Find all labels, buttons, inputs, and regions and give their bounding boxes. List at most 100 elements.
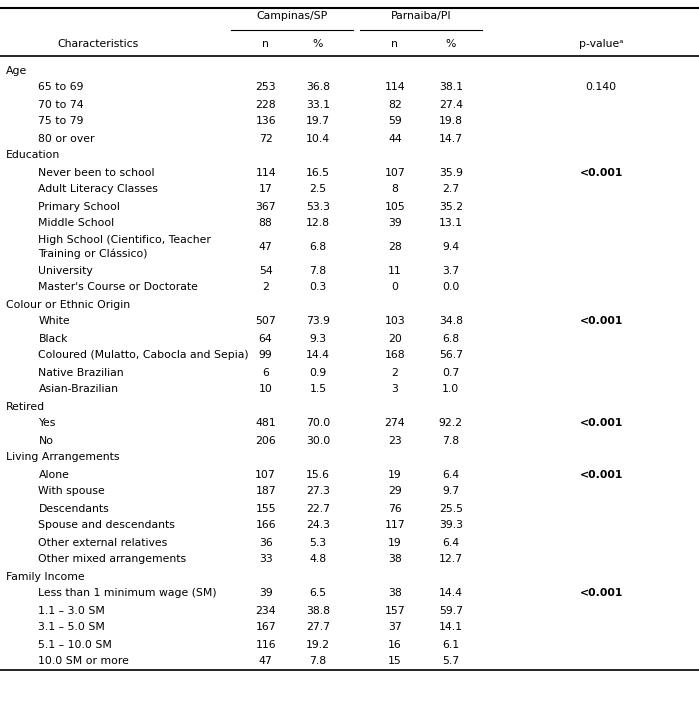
Text: 39: 39 [388, 218, 402, 228]
Text: 8: 8 [391, 184, 398, 195]
Text: 15: 15 [388, 656, 402, 666]
Text: 228: 228 [255, 100, 276, 109]
Text: 19.7: 19.7 [306, 117, 330, 127]
Text: 14.4: 14.4 [306, 351, 330, 360]
Text: <0.001: <0.001 [579, 589, 623, 599]
Text: 0.7: 0.7 [442, 368, 459, 378]
Text: 6.1: 6.1 [442, 639, 459, 650]
Text: 38.8: 38.8 [306, 606, 330, 616]
Text: 107: 107 [255, 469, 276, 479]
Text: 38: 38 [388, 555, 402, 565]
Text: 5.7: 5.7 [442, 656, 459, 666]
Text: 9.7: 9.7 [442, 486, 459, 496]
Text: 155: 155 [255, 503, 276, 513]
Text: 9.3: 9.3 [310, 333, 326, 343]
Text: 274: 274 [384, 419, 405, 429]
Text: 507: 507 [255, 316, 276, 326]
Text: 2: 2 [391, 368, 398, 378]
Text: 24.3: 24.3 [306, 520, 330, 530]
Text: 33: 33 [259, 555, 273, 565]
Text: 19.8: 19.8 [439, 117, 463, 127]
Text: Native Brazilian: Native Brazilian [38, 368, 124, 378]
Text: 47: 47 [259, 656, 273, 666]
Text: 25.5: 25.5 [439, 503, 463, 513]
Text: 10.4: 10.4 [306, 134, 330, 144]
Text: Other mixed arrangements: Other mixed arrangements [38, 555, 187, 565]
Text: 38: 38 [388, 589, 402, 599]
Text: Asian-Brazilian: Asian-Brazilian [38, 385, 118, 395]
Text: 114: 114 [384, 82, 405, 92]
Text: 114: 114 [255, 168, 276, 178]
Text: 0.9: 0.9 [310, 368, 326, 378]
Text: 29: 29 [388, 486, 402, 496]
Text: Less than 1 minimum wage (SM): Less than 1 minimum wage (SM) [38, 589, 217, 599]
Text: 5.3: 5.3 [310, 538, 326, 547]
Text: 6.5: 6.5 [310, 589, 326, 599]
Text: 59.7: 59.7 [439, 606, 463, 616]
Text: 0.0: 0.0 [442, 282, 459, 292]
Text: Never been to school: Never been to school [38, 168, 155, 178]
Text: 70 to 74: 70 to 74 [38, 100, 84, 109]
Text: 4.8: 4.8 [310, 555, 326, 565]
Text: 80 or over: 80 or over [38, 134, 95, 144]
Text: 20: 20 [388, 333, 402, 343]
Text: 3: 3 [391, 385, 398, 395]
Text: Living Arrangements: Living Arrangements [6, 452, 119, 462]
Text: 14.4: 14.4 [439, 589, 463, 599]
Text: <0.001: <0.001 [579, 419, 623, 429]
Text: 7.8: 7.8 [310, 265, 326, 275]
Text: <0.001: <0.001 [579, 316, 623, 326]
Text: 1.5: 1.5 [310, 385, 326, 395]
Text: 28: 28 [388, 242, 402, 252]
Text: 116: 116 [255, 639, 276, 650]
Text: 39: 39 [259, 589, 273, 599]
Text: Master's Course or Doctorate: Master's Course or Doctorate [38, 282, 199, 292]
Text: 72: 72 [259, 134, 273, 144]
Text: Campinas/SP: Campinas/SP [257, 11, 327, 21]
Text: 82: 82 [388, 100, 402, 109]
Text: <0.001: <0.001 [579, 168, 623, 178]
Text: 168: 168 [384, 351, 405, 360]
Text: 37: 37 [388, 623, 402, 633]
Text: 187: 187 [255, 486, 276, 496]
Text: 64: 64 [259, 333, 273, 343]
Text: 54: 54 [259, 265, 273, 275]
Text: 0.140: 0.140 [586, 82, 617, 92]
Text: 56.7: 56.7 [439, 351, 463, 360]
Text: 16.5: 16.5 [306, 168, 330, 178]
Text: 27.7: 27.7 [306, 623, 330, 633]
Text: 166: 166 [255, 520, 276, 530]
Text: 1.1 – 3.0 SM: 1.1 – 3.0 SM [38, 606, 106, 616]
Text: 234: 234 [255, 606, 276, 616]
Text: 14.1: 14.1 [439, 623, 463, 633]
Text: 3.1 – 5.0 SM: 3.1 – 5.0 SM [38, 623, 106, 633]
Text: 107: 107 [384, 168, 405, 178]
Text: 36: 36 [259, 538, 273, 547]
Text: 99: 99 [259, 351, 273, 360]
Text: n: n [262, 39, 269, 49]
Text: 38.1: 38.1 [439, 82, 463, 92]
Text: 75 to 79: 75 to 79 [38, 117, 84, 127]
Text: 1.0: 1.0 [442, 385, 459, 395]
Text: Parnaiba/PI: Parnaiba/PI [391, 11, 452, 21]
Text: 117: 117 [384, 520, 405, 530]
Text: 6: 6 [262, 368, 269, 378]
Text: 19: 19 [388, 469, 402, 479]
Text: 7.8: 7.8 [442, 436, 459, 446]
Text: 39.3: 39.3 [439, 520, 463, 530]
Text: 105: 105 [384, 201, 405, 211]
Text: 15.6: 15.6 [306, 469, 330, 479]
Text: 253: 253 [255, 82, 276, 92]
Text: 6.8: 6.8 [310, 242, 326, 252]
Text: With spouse: With spouse [38, 486, 105, 496]
Text: 92.2: 92.2 [439, 419, 463, 429]
Text: Other external relatives: Other external relatives [38, 538, 168, 547]
Text: Training or Clássico): Training or Clássico) [38, 248, 148, 259]
Text: 10: 10 [259, 385, 273, 395]
Text: No: No [38, 436, 53, 446]
Text: Family Income: Family Income [6, 572, 84, 582]
Text: 10.0 SM or more: 10.0 SM or more [38, 656, 129, 666]
Text: 35.9: 35.9 [439, 168, 463, 178]
Text: 88: 88 [259, 218, 273, 228]
Text: 14.7: 14.7 [439, 134, 463, 144]
